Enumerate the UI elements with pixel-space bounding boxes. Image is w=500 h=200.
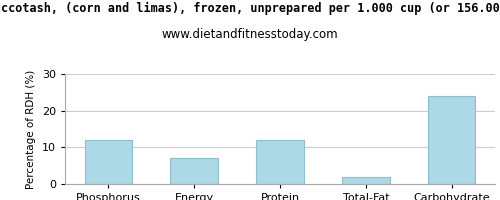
Bar	[428, 96, 476, 184]
Text: ccotash, (corn and limas), frozen, unprepared per 1.000 cup (or 156.00: ccotash, (corn and limas), frozen, unpre…	[0, 2, 500, 15]
Bar	[256, 140, 304, 184]
Y-axis label: Percentage of RDH (%): Percentage of RDH (%)	[26, 69, 36, 189]
Bar	[170, 158, 218, 184]
Bar	[342, 177, 390, 184]
Text: www.dietandfitnesstoday.com: www.dietandfitnesstoday.com	[162, 28, 338, 41]
Bar	[84, 140, 132, 184]
